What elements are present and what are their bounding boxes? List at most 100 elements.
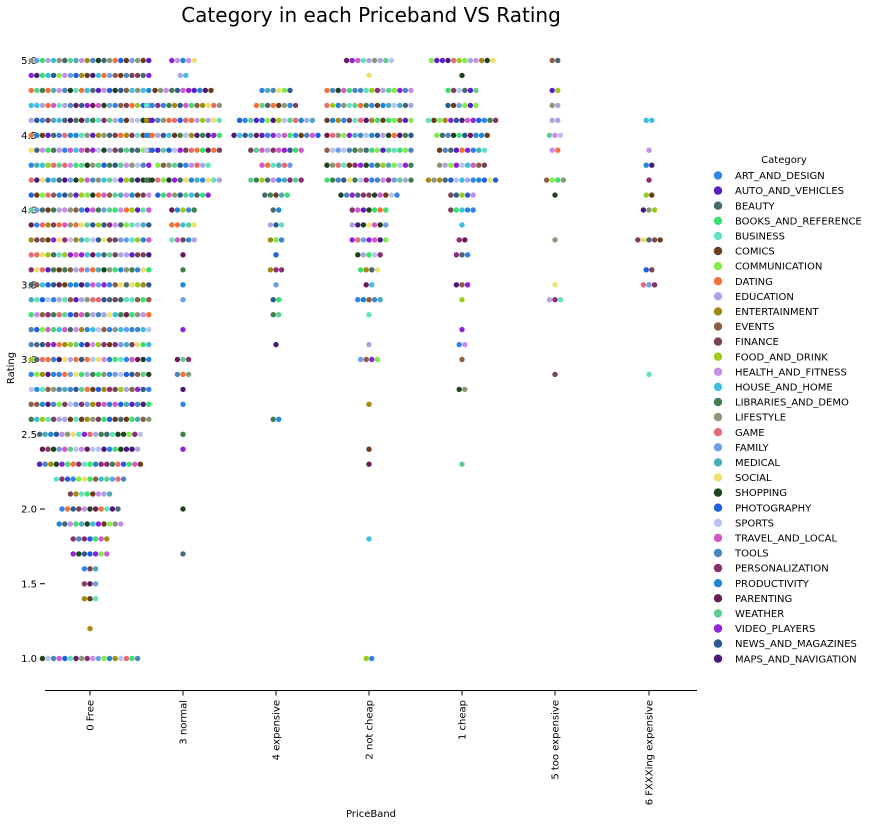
data-point [462,237,468,243]
data-point [106,87,113,94]
data-point [146,222,152,228]
data-point [78,356,85,363]
data-point [259,147,265,153]
data-point [95,102,102,109]
data-point [92,431,99,437]
legend-marker [713,488,723,497]
data-point [366,57,372,64]
data-point [106,207,113,213]
data-point [84,386,90,393]
data-point [56,162,62,168]
data-point [298,177,304,183]
legend-entry: ENTERTAINMENT [735,307,819,318]
data-point [84,132,90,138]
data-point [62,326,68,333]
data-point [397,102,403,109]
data-point [369,87,375,94]
legend-marker [713,216,723,225]
data-point [408,147,414,153]
data-point [90,87,96,94]
data-point [549,147,555,153]
data-point [134,416,141,422]
data-point [450,87,457,94]
data-point [134,326,141,333]
data-point [109,506,116,512]
legend-marker [713,443,723,452]
data-point [50,117,57,124]
y-tick-label: 1.5 [21,579,37,590]
legend-entry: DATING [735,277,773,288]
legend-entry: FOOD_AND_DRINK [735,352,828,363]
data-point [385,117,392,124]
data-point [129,147,135,153]
legend-entry: BUSINESS [735,232,785,243]
data-point [28,341,34,348]
data-point [84,147,90,153]
data-point [84,57,90,64]
data-point [78,222,85,228]
data-point [134,297,141,303]
data-point [428,57,434,64]
data-point [56,446,62,452]
data-point [129,87,135,94]
data-point [383,222,389,228]
data-point [146,252,152,258]
data-point [112,222,118,228]
data-point [28,237,34,243]
legend-marker [713,503,723,512]
data-point [134,655,141,662]
data-point [445,102,451,109]
data-point [126,461,132,467]
data-point [146,267,152,273]
data-point [28,72,34,79]
data-point [67,72,74,79]
data-point [459,192,465,198]
data-point [276,102,282,109]
data-point [92,566,99,572]
data-point [106,297,113,303]
data-point [90,102,96,109]
data-point [360,192,367,198]
data-point [76,536,82,542]
data-point [640,282,647,288]
data-point [106,252,113,258]
data-point [50,132,57,138]
data-point [140,192,146,198]
legend-marker [713,261,723,271]
data-point [371,57,378,64]
data-point [95,341,102,348]
data-point [341,117,347,124]
data-point [267,192,274,198]
data-point [118,521,124,527]
data-point [73,117,79,124]
data-point [134,147,141,153]
data-point [298,132,304,138]
data-point [202,87,209,94]
data-point [106,222,113,228]
data-point [73,87,79,94]
data-point [28,207,34,213]
data-point [377,297,383,303]
x-axis: 0 Free 3 normal 4 expensive 2 not cheap 1 ch… [86,690,656,805]
data-point [90,57,96,64]
data-point [199,192,206,198]
data-point [129,401,135,407]
data-point [81,506,88,512]
data-point [129,416,135,422]
data-point [50,401,57,407]
data-point [450,132,457,138]
data-point [78,267,85,273]
data-point [84,222,90,228]
data-point [50,655,57,662]
data-point [276,87,282,94]
data-point [453,117,460,124]
data-point [34,102,40,109]
data-point [651,237,658,243]
data-point [129,117,135,124]
data-point [363,102,369,109]
data-point [357,162,364,168]
data-point [453,177,460,183]
data-point [470,147,476,153]
data-point [134,102,141,109]
data-point [95,371,102,378]
